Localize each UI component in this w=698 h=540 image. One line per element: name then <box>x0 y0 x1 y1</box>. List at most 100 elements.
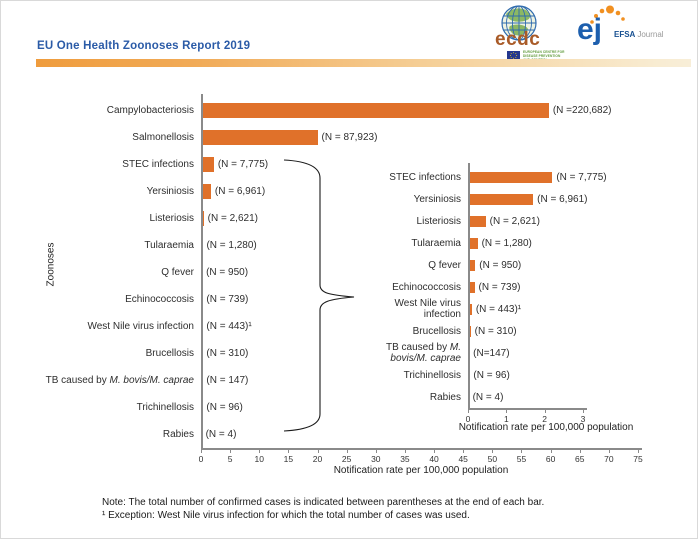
category-label: Listeriosis <box>149 213 194 224</box>
bar-value-label: (N = 4) <box>472 391 504 403</box>
efsa-journal-logo: ej EFSA Journal <box>577 5 687 55</box>
x-axis-tick <box>544 410 546 413</box>
bar-value-label: (N =220,682) <box>552 105 612 116</box>
inset-chart-xlabel: Notification rate per 100,000 population <box>458 422 634 433</box>
category-label: Rabies <box>162 429 194 440</box>
x-axis-tick <box>579 450 581 453</box>
x-axis-tick <box>521 450 523 453</box>
bar-value-label: (N = 87,923) <box>321 132 378 143</box>
category-label: TB caused by M. bovis/M. caprae <box>36 375 201 386</box>
bar-value-label: (N = 2,621) <box>207 213 258 224</box>
ecdc-subtitle-line: DISEASE PREVENTION <box>523 53 561 58</box>
bar-track: (N = 950) <box>468 259 696 271</box>
chart-row: Campylobacteriosis (N =220,682) <box>36 97 696 124</box>
x-axis-tick <box>259 450 261 453</box>
bar-track: (N = 96) <box>468 369 696 381</box>
page-title: EU One Health Zoonoses Report 2019 <box>37 40 251 52</box>
x-axis-tick-label: 0 <box>465 414 471 424</box>
category-label-part: TB caused by <box>45 375 110 386</box>
chart-row: Salmonellosis (N = 87,923) <box>36 124 696 151</box>
chart-row: Q fever (N = 950) <box>358 254 696 276</box>
x-axis-tick <box>608 450 610 453</box>
bar-track: (N = 739) <box>468 281 696 293</box>
x-axis-tick-label: 20 <box>312 454 323 464</box>
x-axis-tick-label: 25 <box>341 454 352 464</box>
efsa-journal-text: EFSA Journal <box>614 30 664 39</box>
category-label: Yersiniosis <box>413 193 461 205</box>
inset-bar-chart: STEC infections (N = 7,775) Yersiniosis (N … <box>358 163 696 430</box>
bar-track: (N = 310) <box>468 325 696 337</box>
x-axis-tick <box>550 450 552 453</box>
bar-track: (N = 87,923) <box>201 130 696 145</box>
category-label: Tularaemia <box>144 240 194 251</box>
ecdc-globe-icon <box>501 5 537 41</box>
category-label: Campylobacteriosis <box>106 105 194 116</box>
x-axis-tick <box>583 410 584 413</box>
bar-value-label: (N=147) <box>473 347 510 359</box>
bar <box>468 281 475 293</box>
x-axis-tick <box>288 450 290 453</box>
bar-value-label: (N = 443)¹ <box>206 321 252 332</box>
x-axis-tick <box>317 450 319 453</box>
bar-value-label: (N = 739) <box>478 281 521 293</box>
chart-row: Tularaemia (N = 1,280) <box>358 232 696 254</box>
x-axis-tick <box>638 450 639 453</box>
x-axis-tick <box>506 410 508 413</box>
bar-track: (N = 2,621) <box>468 215 696 227</box>
bar-value-label: (N = 2,621) <box>489 215 540 227</box>
category-label: STEC infections <box>122 159 194 170</box>
x-axis-tick-label: 3 <box>580 414 586 424</box>
bar-value-label: (N = 950) <box>479 259 522 271</box>
bar-track: (N = 443)¹ <box>468 303 696 315</box>
x-axis-tick-label: 30 <box>371 454 381 464</box>
category-label: West Nile virus infection <box>87 321 194 332</box>
x-axis-tick-label: 0 <box>198 454 204 464</box>
x-axis-tick-label: 50 <box>487 454 498 464</box>
bar-track: (N = 6,961) <box>201 184 696 199</box>
bar-track: (N = 1,280) <box>468 237 696 249</box>
category-label-part: TB caused by <box>385 342 450 353</box>
bar-value-label: (N = 7,775) <box>556 171 607 183</box>
bar-value-label: (N = 6,961) <box>214 186 266 197</box>
efsa-dots-icon <box>590 5 625 24</box>
chart-row: TB caused by M. bovis/M. caprae (N=147) <box>358 342 696 364</box>
bar-value-label: (N = 147) <box>206 375 249 386</box>
bar <box>468 237 478 249</box>
bar-track: (N =220,682) <box>201 103 696 118</box>
bar <box>468 171 553 183</box>
bar <box>201 157 214 172</box>
bar-value-label: (N = 6,961) <box>537 193 588 205</box>
bar-track: (N = 4) <box>468 391 696 403</box>
category-label: Listeriosis <box>416 215 461 227</box>
x-axis-tick-label: 60 <box>545 454 556 464</box>
category-label-italic: M. bovis/M. caprae <box>109 375 194 386</box>
bar-value-label: (N = 1,280) <box>481 237 532 249</box>
y-axis-line <box>468 163 470 410</box>
chart-row: West Nile virus infection (N = 443)¹ <box>358 298 696 320</box>
bar-value-label: (N = 7,775) <box>217 159 269 170</box>
x-axis-tick-label: 70 <box>604 454 614 464</box>
category-label: Brucellosis <box>412 325 461 337</box>
bar <box>468 193 534 205</box>
chart-row: STEC infections (N = 7,775) <box>36 151 696 178</box>
chart-row: Listeriosis (N = 2,621) <box>358 210 696 232</box>
x-axis-tick-label: 10 <box>254 454 264 464</box>
efsa-monogram: ej <box>577 13 603 46</box>
bar <box>201 130 318 145</box>
bar-value-label: (N = 950) <box>206 267 249 278</box>
x-axis-line: 0 5 10 15 20 25 30 35 40 45 50 55 60 65 70 75 <box>198 448 643 470</box>
chart-row: Echinococcosis (N = 739) <box>358 276 696 298</box>
category-label: Trichinellosis <box>403 369 461 381</box>
ecdc-subtitle-line: EUROPEAN CENTRE FOR <box>523 50 565 54</box>
chart-row: Trichinellosis (N = 96) <box>358 364 696 386</box>
chart-row: Brucellosis (N = 310) <box>358 320 696 342</box>
main-bar-chart: Campylobacteriosis (N =220,682) Salmonello… <box>36 94 696 470</box>
bar <box>201 184 211 199</box>
chart-row: Rabies (N = 4) <box>358 386 696 408</box>
bar-value-label: (N = 739) <box>206 294 249 305</box>
bar-track: (N=147) <box>468 347 696 359</box>
category-label: TB caused by M. bovis/M. caprae <box>358 342 468 364</box>
efsa-bold-text: EFSA <box>614 30 636 39</box>
efsa-light-text: Journal <box>637 30 664 39</box>
